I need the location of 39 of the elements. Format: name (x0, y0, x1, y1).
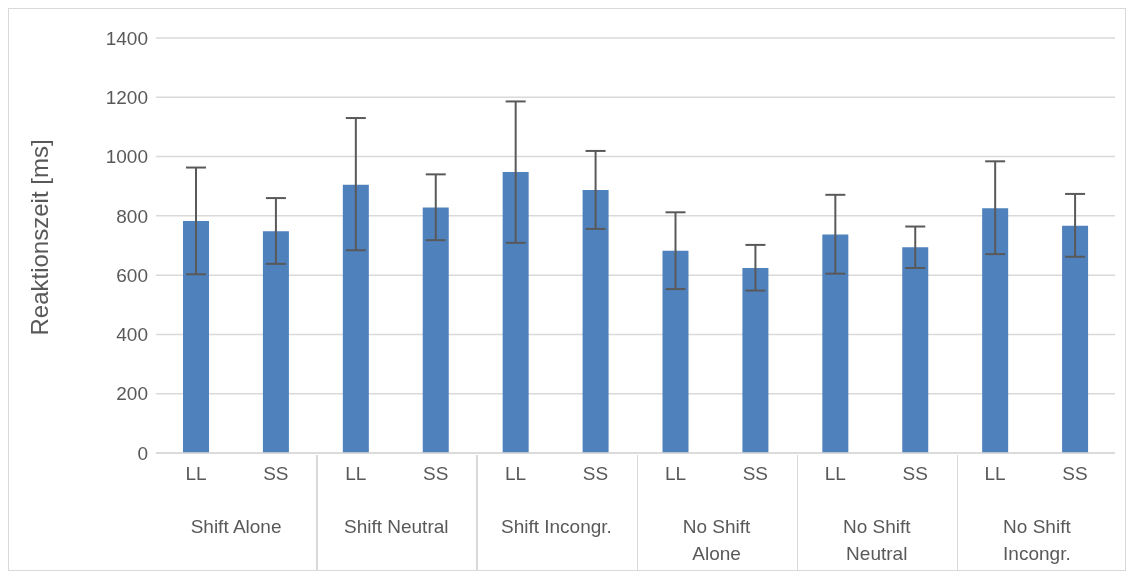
bar (502, 171, 529, 453)
text: Shift Incongr. (499, 515, 613, 539)
bar (342, 184, 369, 453)
x-tick-label: SS (1062, 463, 1088, 485)
x-tick-label: LL (185, 463, 207, 485)
x-tick-label: SS (742, 463, 769, 485)
x-tick-label: LL (984, 463, 1006, 485)
y-tick-label: 800 (116, 205, 148, 227)
x-tick-label: LL (824, 463, 846, 485)
bar (422, 207, 449, 453)
text: Shift Neutral (342, 515, 450, 539)
y-tick-label: 1400 (105, 27, 148, 49)
x-tick-label: LL (664, 463, 687, 485)
bar (982, 208, 1009, 453)
bar (742, 268, 769, 453)
bar (662, 250, 689, 453)
y-tick-label: 600 (116, 264, 148, 286)
x-tick-label: LL (505, 463, 527, 485)
x-tick-label: SS (263, 463, 289, 485)
x-tick-label: LL (345, 463, 367, 485)
x-tick-label: SS (423, 463, 449, 485)
bar (822, 234, 849, 453)
text: No Shift Incongr. (1002, 515, 1072, 566)
y-tick-label: 1000 (105, 146, 148, 168)
bar (183, 220, 209, 453)
x-tick-label: SS (582, 463, 609, 485)
bar (1062, 225, 1089, 453)
y-axis-title: Reaktionszeit [ms] (25, 139, 53, 336)
text: No Shift Neutral (841, 515, 912, 566)
y-tick-label: 0 (137, 442, 148, 464)
bar (262, 231, 289, 453)
y-tick-label: 1200 (105, 87, 148, 109)
bar (582, 190, 609, 453)
y-tick-label: 200 (116, 383, 148, 405)
bar (902, 247, 929, 453)
y-tick-label: 400 (116, 324, 148, 346)
text: No Shift Alone (681, 515, 752, 566)
text: Shift Alone (189, 515, 283, 539)
x-tick-label: SS (902, 463, 928, 485)
